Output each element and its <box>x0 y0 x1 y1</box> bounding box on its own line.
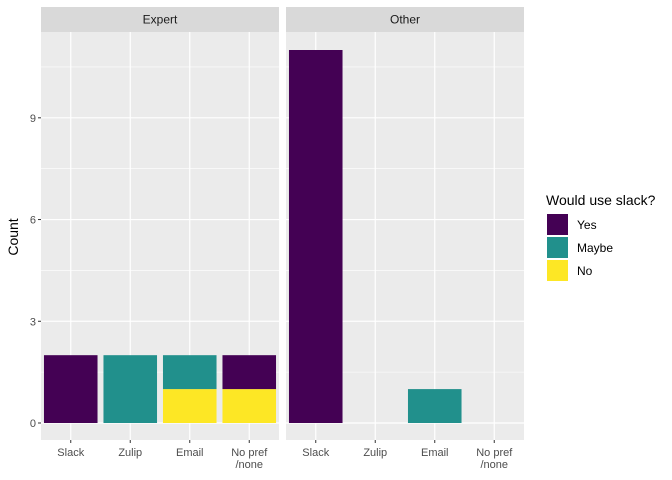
legend-swatch-no <box>547 260 568 281</box>
x-tick-label: No pref <box>476 447 513 459</box>
legend-label-yes: Yes <box>577 218 597 232</box>
facet-strip-label: Expert <box>143 13 178 27</box>
bar-no-pref-none-yes <box>222 355 277 390</box>
bar-slack-yes <box>288 50 343 423</box>
y-tick-label: 9 <box>30 113 36 125</box>
x-tick-label: Slack <box>302 447 329 459</box>
y-tick-label: 0 <box>30 418 36 430</box>
facet-strip-label: Other <box>390 13 420 27</box>
x-tick-label: Zulip <box>363 447 387 459</box>
bar-slack-yes <box>43 355 98 423</box>
bar-no-pref-none-no <box>222 389 277 423</box>
x-tick-label: /none <box>480 459 508 471</box>
x-tick-label: Email <box>421 447 449 459</box>
facet-strip <box>286 7 524 32</box>
legend-title: Would use slack? <box>546 192 656 208</box>
bar-email-maybe <box>162 355 217 390</box>
legend: Would use slack? Yes Maybe No <box>546 192 656 281</box>
x-tick-label: Email <box>176 447 204 459</box>
x-tick-label: No pref <box>231 447 268 459</box>
panels-layer: Expert Slack Zulip Email No pref/none Other Sl… <box>30 7 524 471</box>
legend-swatch-maybe <box>547 237 568 258</box>
legend-keys: Yes Maybe No <box>547 214 613 281</box>
facet-strip <box>41 7 279 32</box>
bar-zulip-maybe <box>103 355 158 423</box>
bar-email-no <box>162 389 217 423</box>
x-tick-label: /none <box>235 459 263 471</box>
bar-email-maybe <box>407 389 462 423</box>
legend-label-no: No <box>577 264 593 278</box>
y-tick-label: 6 <box>30 215 36 227</box>
y-axis: 0 3 6 9 <box>30 113 41 430</box>
legend-swatch-yes <box>547 214 568 235</box>
x-tick-label: Slack <box>57 447 84 459</box>
y-axis-title: Count <box>5 218 21 255</box>
panel-other: Other Slack Zulip Email No pref/none <box>286 7 524 471</box>
panel-expert: Expert Slack Zulip Email No pref/none <box>41 7 279 471</box>
x-tick-label: Zulip <box>118 447 142 459</box>
y-tick-label: 3 <box>30 316 36 328</box>
legend-label-maybe: Maybe <box>577 241 613 255</box>
